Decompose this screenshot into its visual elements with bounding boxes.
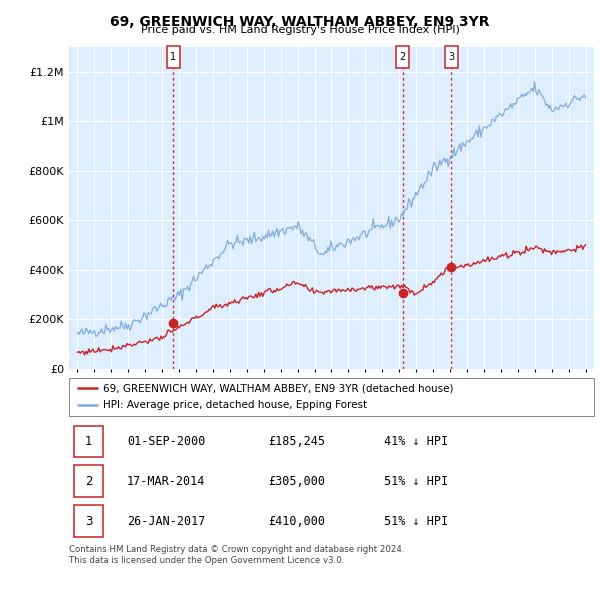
Text: 1: 1 xyxy=(170,52,176,62)
FancyBboxPatch shape xyxy=(167,45,180,68)
Text: £305,000: £305,000 xyxy=(269,474,325,488)
FancyBboxPatch shape xyxy=(445,45,458,68)
FancyBboxPatch shape xyxy=(396,45,409,68)
Text: 41% ↓ HPI: 41% ↓ HPI xyxy=(384,435,448,448)
FancyBboxPatch shape xyxy=(74,505,103,537)
Text: £185,245: £185,245 xyxy=(269,435,325,448)
Text: £410,000: £410,000 xyxy=(269,514,325,527)
Text: 51% ↓ HPI: 51% ↓ HPI xyxy=(384,514,448,527)
Text: 2: 2 xyxy=(85,474,92,488)
Text: 3: 3 xyxy=(85,514,92,527)
Text: 3: 3 xyxy=(448,52,454,62)
Text: 51% ↓ HPI: 51% ↓ HPI xyxy=(384,474,448,488)
Text: 2: 2 xyxy=(400,52,406,62)
FancyBboxPatch shape xyxy=(74,425,103,457)
Text: 1: 1 xyxy=(85,435,92,448)
Text: 69, GREENWICH WAY, WALTHAM ABBEY, EN9 3YR (detached house): 69, GREENWICH WAY, WALTHAM ABBEY, EN9 3Y… xyxy=(103,384,454,394)
FancyBboxPatch shape xyxy=(74,466,103,497)
Text: HPI: Average price, detached house, Epping Forest: HPI: Average price, detached house, Eppi… xyxy=(103,400,367,410)
Text: 01-SEP-2000: 01-SEP-2000 xyxy=(127,435,205,448)
Text: Contains HM Land Registry data © Crown copyright and database right 2024.: Contains HM Land Registry data © Crown c… xyxy=(69,545,404,553)
Text: 17-MAR-2014: 17-MAR-2014 xyxy=(127,474,205,488)
Text: This data is licensed under the Open Government Licence v3.0.: This data is licensed under the Open Gov… xyxy=(69,556,344,565)
Text: Price paid vs. HM Land Registry's House Price Index (HPI): Price paid vs. HM Land Registry's House … xyxy=(140,25,460,35)
Text: 69, GREENWICH WAY, WALTHAM ABBEY, EN9 3YR: 69, GREENWICH WAY, WALTHAM ABBEY, EN9 3Y… xyxy=(110,15,490,29)
Text: 26-JAN-2017: 26-JAN-2017 xyxy=(127,514,205,527)
